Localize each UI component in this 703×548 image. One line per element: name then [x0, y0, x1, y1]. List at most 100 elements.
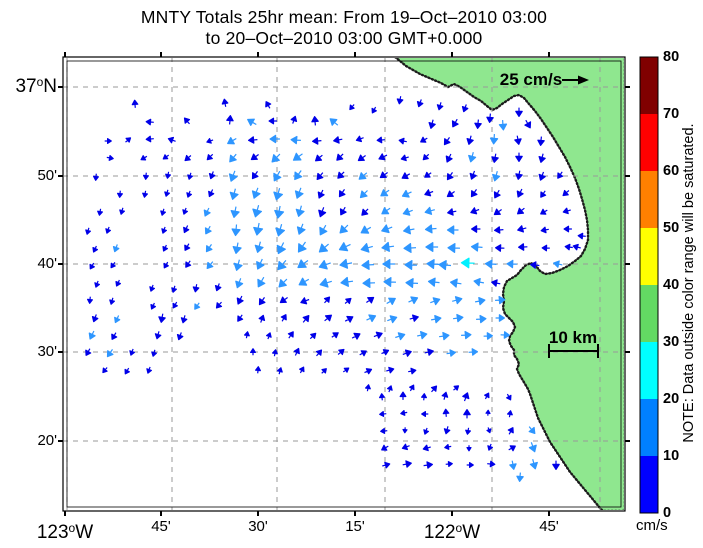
current-vector	[465, 427, 471, 435]
current-vector	[446, 349, 456, 357]
current-vector	[427, 277, 440, 287]
current-vector	[409, 384, 415, 392]
current-vector	[366, 296, 375, 304]
current-vector	[208, 171, 216, 180]
current-vector	[424, 224, 437, 234]
current-vector	[446, 225, 459, 235]
current-vector	[423, 427, 429, 435]
current-vector	[470, 189, 478, 198]
current-vector	[439, 331, 450, 341]
current-vector	[515, 152, 523, 162]
current-vector	[114, 315, 121, 324]
current-vector	[486, 113, 494, 123]
current-vector	[129, 348, 135, 356]
current-vector	[336, 153, 344, 161]
current-vector	[494, 226, 504, 234]
current-vector	[321, 368, 327, 374]
current-vector	[293, 347, 300, 356]
current-vector	[206, 153, 214, 161]
current-vector	[315, 349, 323, 357]
current-vector	[290, 115, 298, 124]
current-vector	[381, 207, 391, 215]
current-vector	[402, 460, 412, 468]
current-vector	[337, 348, 345, 356]
current-vector	[110, 261, 116, 269]
current-vector	[97, 208, 103, 216]
current-vector	[509, 460, 517, 470]
current-vector	[297, 241, 307, 253]
current-vector	[514, 135, 522, 145]
current-vector	[422, 153, 430, 161]
colorbar-segment	[640, 285, 658, 342]
current-vector	[453, 313, 464, 323]
current-vector	[318, 207, 327, 218]
current-vector	[404, 260, 418, 270]
current-vector	[492, 171, 501, 182]
current-vector	[474, 119, 482, 129]
current-vector	[232, 242, 242, 254]
current-vector	[318, 243, 329, 253]
current-vector	[463, 409, 471, 419]
current-vector	[438, 260, 452, 271]
current-vector	[125, 137, 132, 143]
current-vector	[515, 170, 523, 180]
current-vector	[206, 138, 214, 144]
current-vector	[339, 258, 353, 269]
colorbar-segment	[640, 342, 658, 399]
current-vector	[495, 244, 505, 252]
lat-tick-label: 37oN	[15, 75, 57, 97]
current-vector	[430, 315, 442, 324]
current-vector	[530, 261, 540, 269]
current-vector	[387, 385, 393, 393]
current-vector	[420, 136, 428, 143]
current-vector	[491, 153, 499, 163]
current-vector	[381, 349, 390, 356]
current-vector	[381, 224, 393, 234]
lon-tick-label: 15'	[345, 518, 365, 535]
current-vector	[230, 206, 240, 218]
current-vector	[442, 408, 450, 417]
current-vector	[444, 444, 452, 450]
colorbar	[639, 56, 659, 514]
current-vector	[92, 245, 98, 253]
current-vector	[470, 242, 483, 252]
current-vector	[312, 137, 322, 145]
saturation-note: NOTE: Data outside color range will be s…	[681, 123, 697, 443]
current-vector	[208, 189, 215, 198]
current-vector	[552, 460, 560, 470]
current-vector	[298, 277, 310, 286]
current-vector	[268, 117, 277, 125]
current-vector	[359, 190, 368, 199]
colorbar-segment	[640, 399, 658, 456]
current-vector	[489, 134, 499, 145]
current-vector	[516, 188, 524, 198]
current-vector	[338, 242, 351, 252]
plot-title-line1: MNTY Totals 25hr mean: From 19–Oct–2010 …	[140, 7, 548, 27]
current-vector	[149, 284, 155, 292]
current-vector	[273, 170, 282, 182]
lat-tick-label: 20'	[37, 432, 57, 449]
plot-title-line2: to 20–Oct–2010 03:00 GMT+0.000	[205, 28, 483, 48]
current-vector	[396, 96, 404, 105]
current-vector	[484, 392, 490, 400]
current-vector	[266, 332, 272, 340]
current-vector	[229, 153, 237, 163]
current-vector	[474, 297, 486, 306]
vector-scale-label: 25 cm/s	[499, 70, 563, 89]
current-vector	[445, 153, 453, 163]
current-vector	[446, 172, 454, 181]
current-vector	[359, 350, 367, 357]
current-vector	[251, 171, 259, 180]
colorbar-tick-label: 60	[663, 163, 680, 179]
current-vector	[146, 366, 152, 374]
scale-bar	[548, 344, 599, 358]
current-vector	[466, 135, 474, 145]
current-vector	[436, 102, 444, 111]
current-vector	[373, 331, 383, 339]
current-vector	[446, 190, 455, 198]
current-vector	[453, 385, 460, 391]
colorbar-segment	[640, 171, 658, 228]
current-vector	[185, 260, 192, 268]
current-vector	[104, 138, 112, 144]
current-vector	[251, 187, 261, 199]
